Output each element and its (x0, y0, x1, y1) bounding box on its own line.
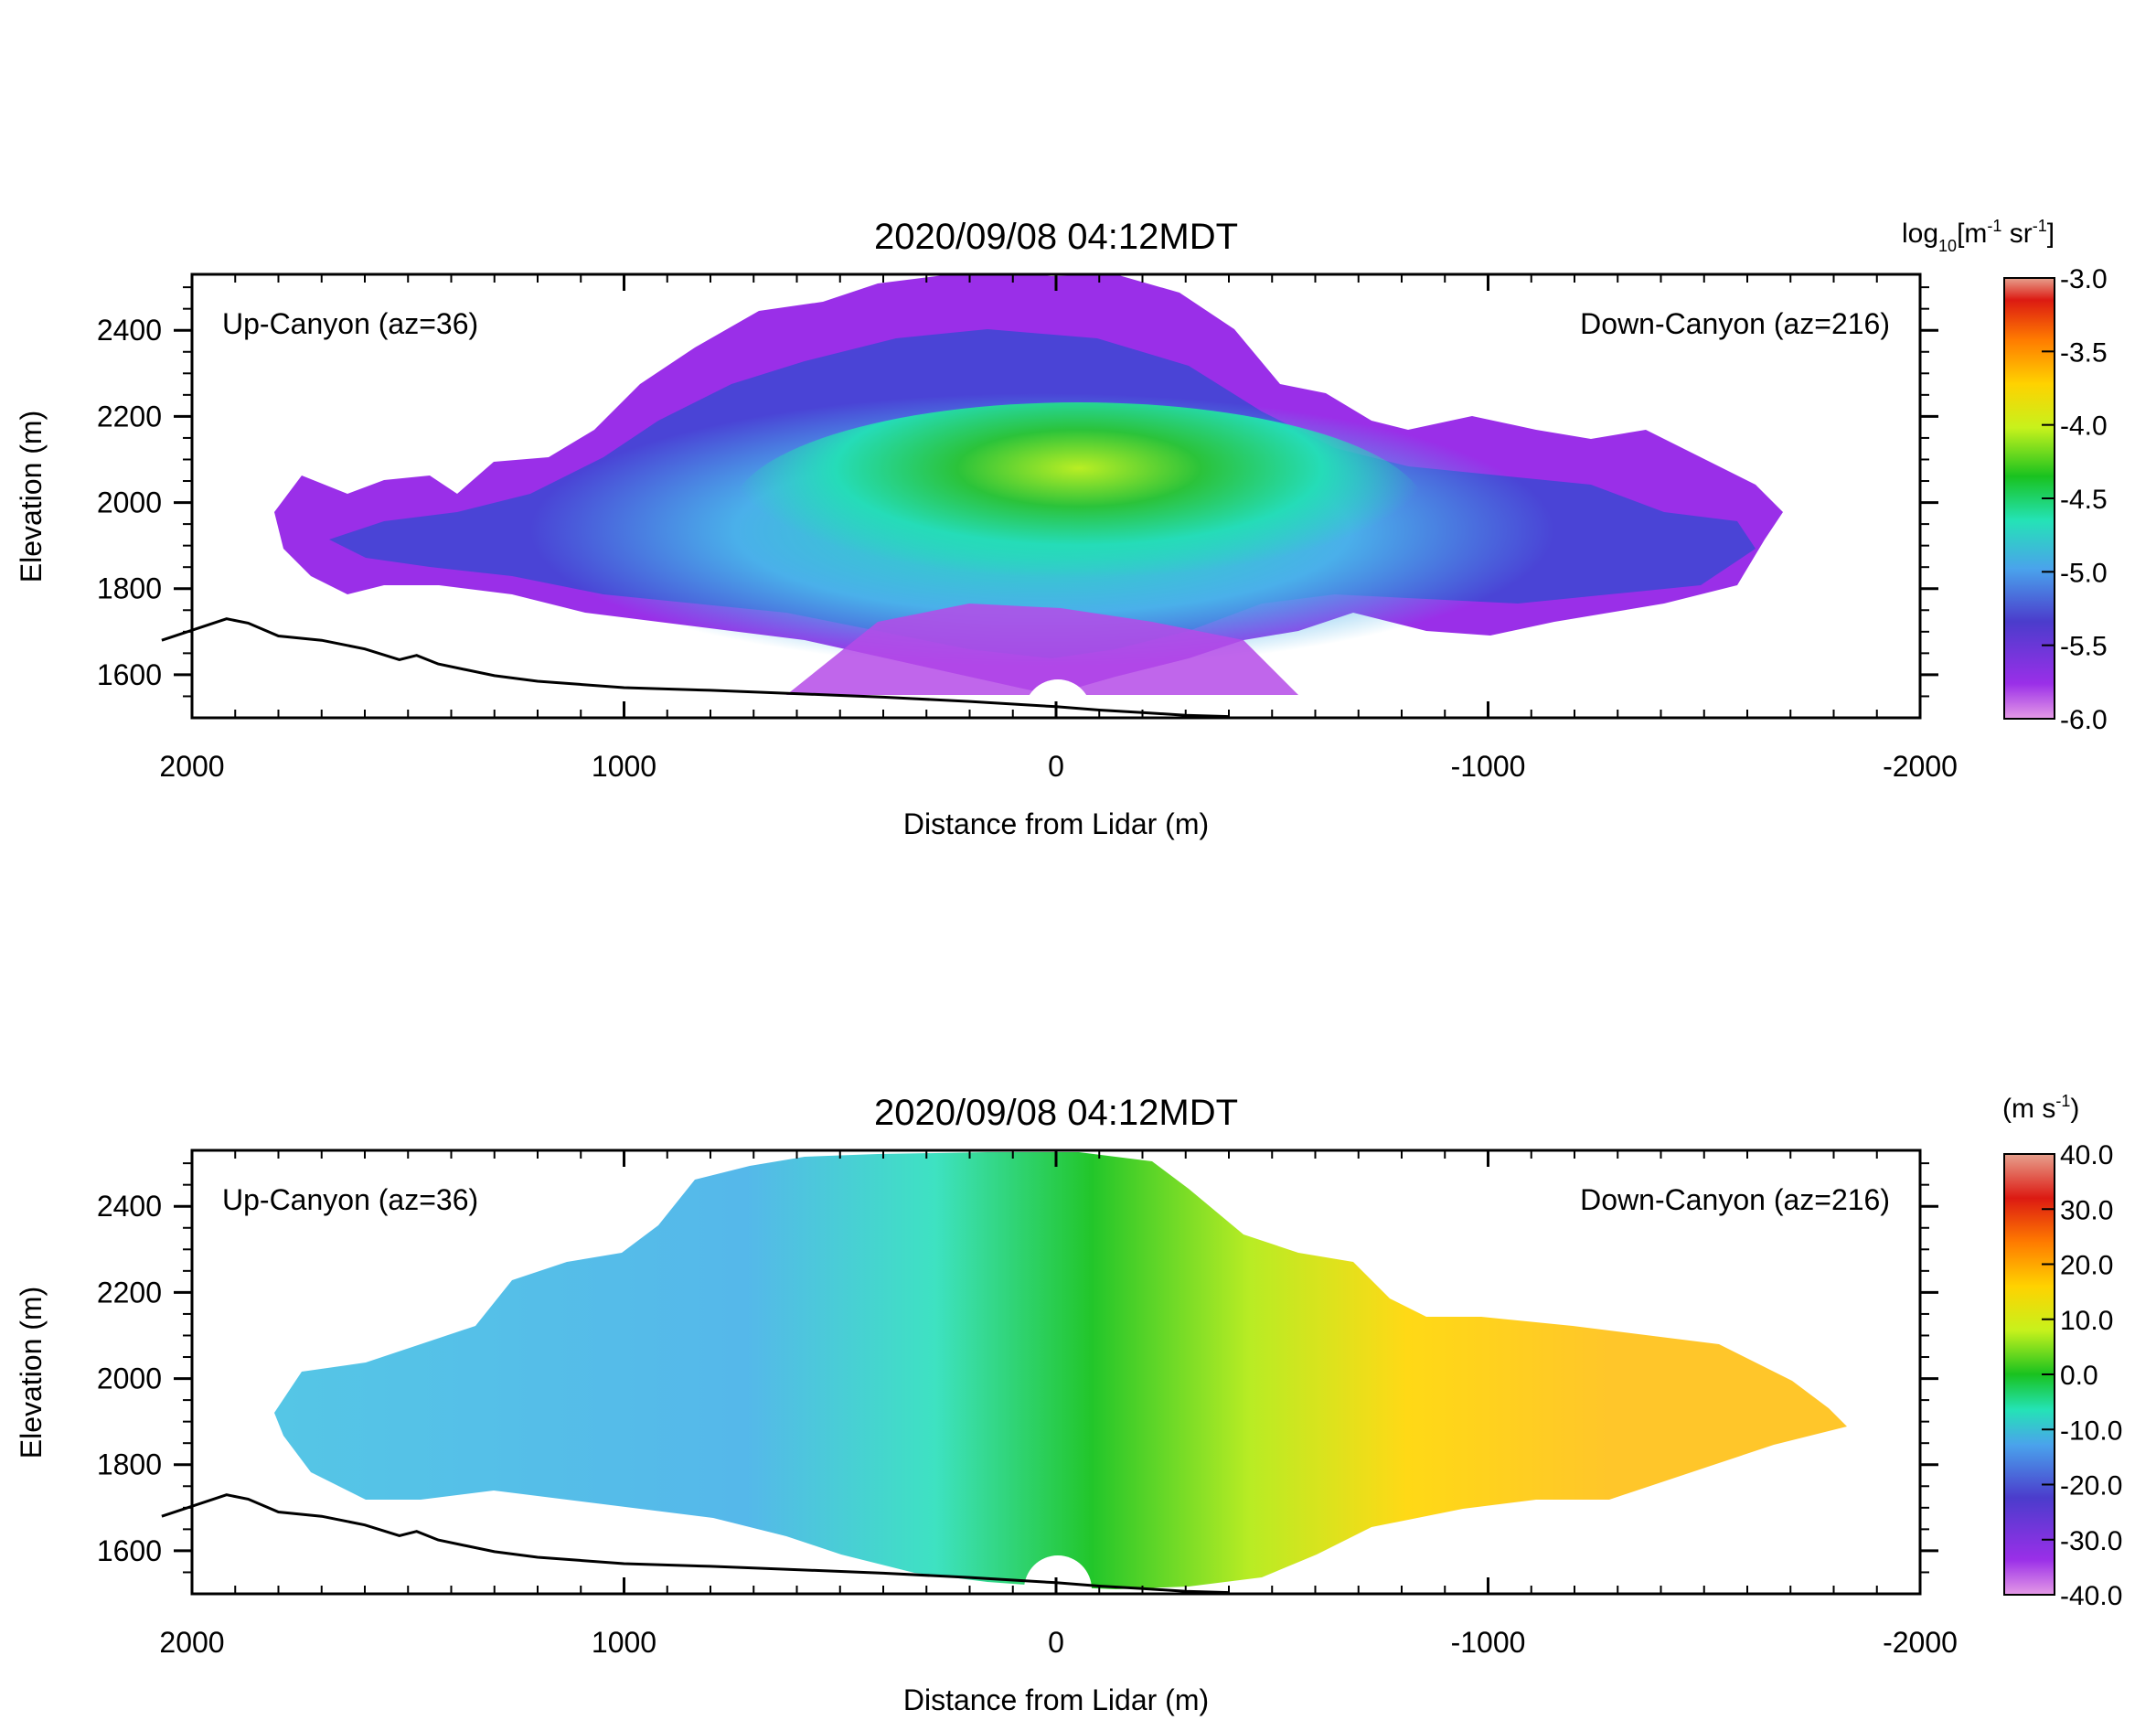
y-axis-label: Elevation (m) (15, 1287, 48, 1459)
x-tick-label: 2000 (159, 750, 224, 783)
x-tick-label: 2000 (159, 1626, 224, 1659)
panel-title: 2020/09/08 04:12MDT (874, 217, 1238, 257)
y-tick-label: 1600 (97, 658, 162, 691)
annotation-down-canyon: Down-Canyon (az=216) (1580, 307, 1890, 340)
axis-ticks: 2000 1000 0 -1000 -2000 1600 1800 2000 2200 2400 (97, 1150, 1958, 1659)
field-fan (786, 604, 1298, 695)
x-tick-label: -2000 (1883, 1626, 1958, 1659)
y-tick-label: 1600 (97, 1534, 162, 1567)
colorbar-tick-label: 40.0 (2060, 1140, 2113, 1170)
colorbar-ticks: 40.0 30.0 20.0 10.0 0.0 -10.0 -20.0 -30.0 -40.0 (2042, 1140, 2122, 1611)
colorbar-tick-label: -5.5 (2060, 632, 2108, 662)
x-tick-label: 1000 (592, 1626, 656, 1659)
x-tick-label: 1000 (592, 750, 656, 783)
colorbar-tick-label: -3.0 (2060, 264, 2108, 294)
colorbar-velocity: (m s-1) 40.0 30.0 20.0 10.0 0.0 -10.0 -20.0 -30… (2002, 1092, 2122, 1611)
annotation-up-canyon: Up-Canyon (az=36) (222, 1183, 478, 1216)
panel-title: 2020/09/08 04:12MDT (874, 1093, 1238, 1133)
colorbar-tick-label: -4.5 (2060, 485, 2108, 515)
y-tick-label: 2200 (97, 1276, 162, 1309)
y-axis-label: Elevation (m) (15, 411, 48, 583)
axis-ticks: 2000 1000 0 -1000 -2000 1600 1800 2000 2200 2400 (97, 274, 1958, 783)
annotation-up-canyon: Up-Canyon (az=36) (222, 307, 478, 340)
panel-velocity: 2020/09/08 04:12MDT 2000 1000 0 -1000 -2000 1… (15, 1092, 2122, 1716)
field-outer (274, 1152, 1847, 1589)
colorbar-tick-label: 0.0 (2060, 1361, 2098, 1391)
panel-backscatter: 2020/09/08 04:12MDT 2000 1000 0 -1000 -2000 1… (15, 217, 2108, 840)
colorbar-unit-label: (m s-1) (2002, 1092, 2079, 1124)
terrain-line (161, 1493, 1230, 1595)
colorbar-tick-label: -10.0 (2060, 1416, 2122, 1446)
colorbar-tick-label: -6.0 (2060, 705, 2108, 735)
colorbar-tick-label: 20.0 (2060, 1251, 2113, 1281)
annotation-down-canyon: Down-Canyon (az=216) (1580, 1183, 1890, 1216)
colorbar-backscatter: log10[m-1 sr-1] -3.0 -3.5 -4.0 -4.5 -5.0 -5.5… (1902, 217, 2108, 735)
colorbar-unit-label: log10[m-1 sr-1] (1902, 217, 2055, 255)
field-core (731, 402, 1426, 622)
colorbar-tick-label: -30.0 (2060, 1526, 2122, 1556)
terrain-line (161, 617, 1230, 719)
colorbar-tick-label: -4.0 (2060, 411, 2108, 442)
y-tick-label: 1800 (97, 1448, 162, 1481)
x-axis-label: Distance from Lidar (m) (903, 807, 1209, 840)
y-tick-label: 2400 (97, 314, 162, 347)
colorbar-tick-label: 10.0 (2060, 1306, 2113, 1336)
y-tick-label: 2000 (97, 1362, 162, 1395)
x-tick-label: 0 (1048, 750, 1064, 783)
colorbar-tick-label: -3.5 (2060, 337, 2108, 368)
colorbar-tick-label: -40.0 (2060, 1581, 2122, 1611)
colorbar-tick-label: -20.0 (2060, 1471, 2122, 1501)
colorbar-tick-label: 30.0 (2060, 1195, 2113, 1225)
backscatter-field (274, 274, 1783, 713)
y-tick-label: 1800 (97, 572, 162, 605)
x-tick-label: -1000 (1451, 750, 1526, 783)
velocity-field (274, 1152, 1847, 1589)
x-tick-label: -2000 (1883, 750, 1958, 783)
colorbar-ticks: -3.0 -3.5 -4.0 -4.5 -5.0 -5.5 -6.0 (2042, 264, 2108, 735)
y-tick-label: 2400 (97, 1190, 162, 1223)
x-tick-label: 0 (1048, 1626, 1064, 1659)
y-tick-label: 2200 (97, 400, 162, 433)
x-axis-label: Distance from Lidar (m) (903, 1683, 1209, 1716)
colorbar-tick-label: -5.0 (2060, 558, 2108, 588)
y-tick-label: 2000 (97, 486, 162, 519)
x-tick-label: -1000 (1451, 1626, 1526, 1659)
